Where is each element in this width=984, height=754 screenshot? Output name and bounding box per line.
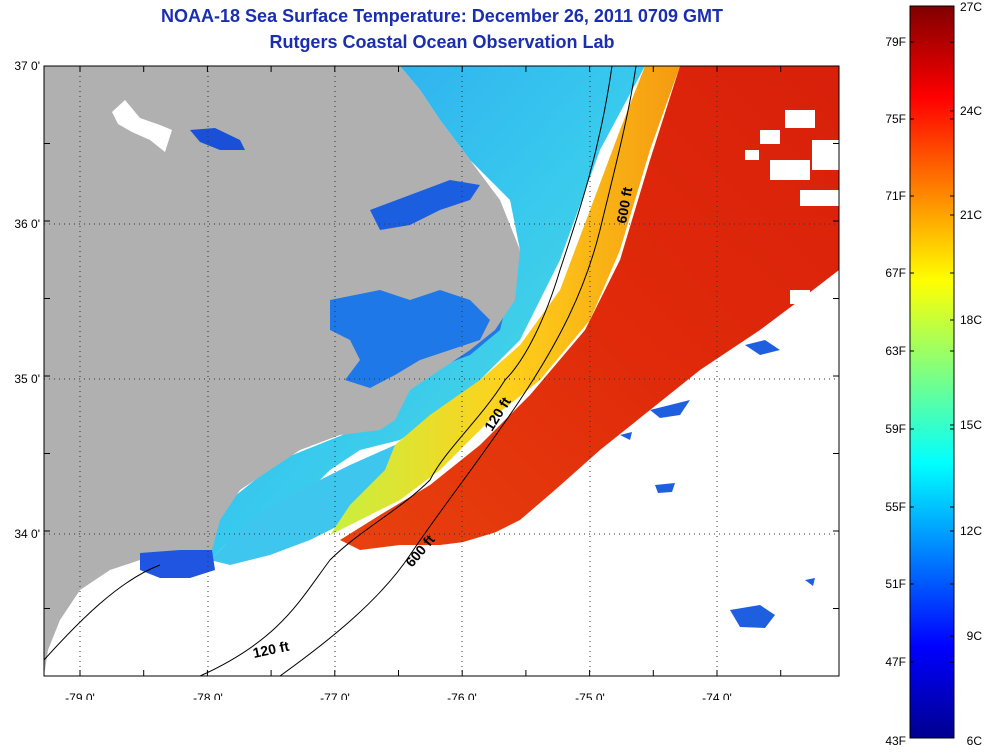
f-label-47: 47F — [885, 655, 906, 669]
f-label-43: 43F — [885, 734, 906, 748]
isobath-600ft-offshore — [279, 65, 637, 677]
pamlico-sound-inland — [330, 290, 490, 388]
lon-label-77: -77 0' — [320, 691, 350, 700]
sst-map: 600 ft 120 ft 600 ft 120 ft 37 0' 36 0' … — [14, 59, 840, 700]
albemarle-sound-inland — [370, 180, 480, 230]
map-title: NOAA-18 Sea Surface Temperature: Decembe… — [161, 6, 723, 26]
lake-white — [112, 100, 172, 152]
thermal-front — [330, 66, 680, 535]
c-label-21: 21C — [960, 208, 982, 222]
lon-label-76: -76 0' — [447, 691, 477, 700]
gulf-stream — [340, 66, 839, 550]
c-label-27: 27C — [960, 0, 982, 14]
colorbar-gradient — [909, 5, 955, 739]
lat-label-34: 34 0' — [14, 527, 40, 541]
c-label-9: 9C — [967, 629, 983, 643]
lon-label-74: -74 0' — [702, 691, 732, 700]
cold-pixel-patches — [620, 340, 815, 628]
c-label-6: 6C — [967, 734, 983, 748]
cloud-speckle-upper-right — [745, 110, 839, 304]
lat-label-36: 36 0' — [14, 217, 40, 231]
lat-label-35: 35 0' — [14, 372, 40, 386]
temperature-colorbar: 79F 75F 71F 67F 63F 59F 55F 51F 47F 43F … — [885, 0, 983, 748]
lat-lon-grid — [44, 66, 839, 676]
c-label-12: 12C — [960, 524, 982, 538]
contour-label-600ft-north: 600 ft — [613, 185, 635, 224]
isobath-south — [43, 564, 161, 661]
lake-blue — [190, 128, 245, 150]
lon-label-78: -78 0' — [193, 691, 223, 700]
f-label-59: 59F — [885, 422, 906, 436]
c-label-15: 15C — [960, 418, 982, 432]
onslow-bay-water — [210, 445, 410, 565]
map-subtitle: Rutgers Coastal Ocean Observation Lab — [269, 32, 615, 52]
f-label-51: 51F — [885, 577, 906, 591]
south-coast-water — [140, 550, 215, 578]
shelf-water — [205, 66, 645, 560]
isobath-120ft-inshore — [199, 65, 613, 677]
f-label-79: 79F — [885, 35, 906, 49]
map-border — [43, 65, 840, 677]
axis-ticks — [44, 65, 839, 676]
c-label-18: 18C — [960, 313, 982, 327]
f-label-67: 67F — [885, 266, 906, 280]
lon-label-79: -79 0' — [65, 691, 95, 700]
lat-label-37: 37 0' — [14, 59, 40, 73]
f-label-75: 75F — [885, 112, 906, 126]
contour-label-120ft-south: 120 ft — [251, 638, 290, 661]
f-label-71: 71F — [885, 189, 906, 203]
lon-label-75: -75 0' — [575, 691, 605, 700]
cloud-mask-lower-right — [200, 270, 839, 676]
f-label-55: 55F — [885, 500, 906, 514]
c-label-24: 24C — [960, 104, 982, 118]
f-label-63: 63F — [885, 344, 906, 358]
colorbar-ticks — [910, 41, 954, 663]
